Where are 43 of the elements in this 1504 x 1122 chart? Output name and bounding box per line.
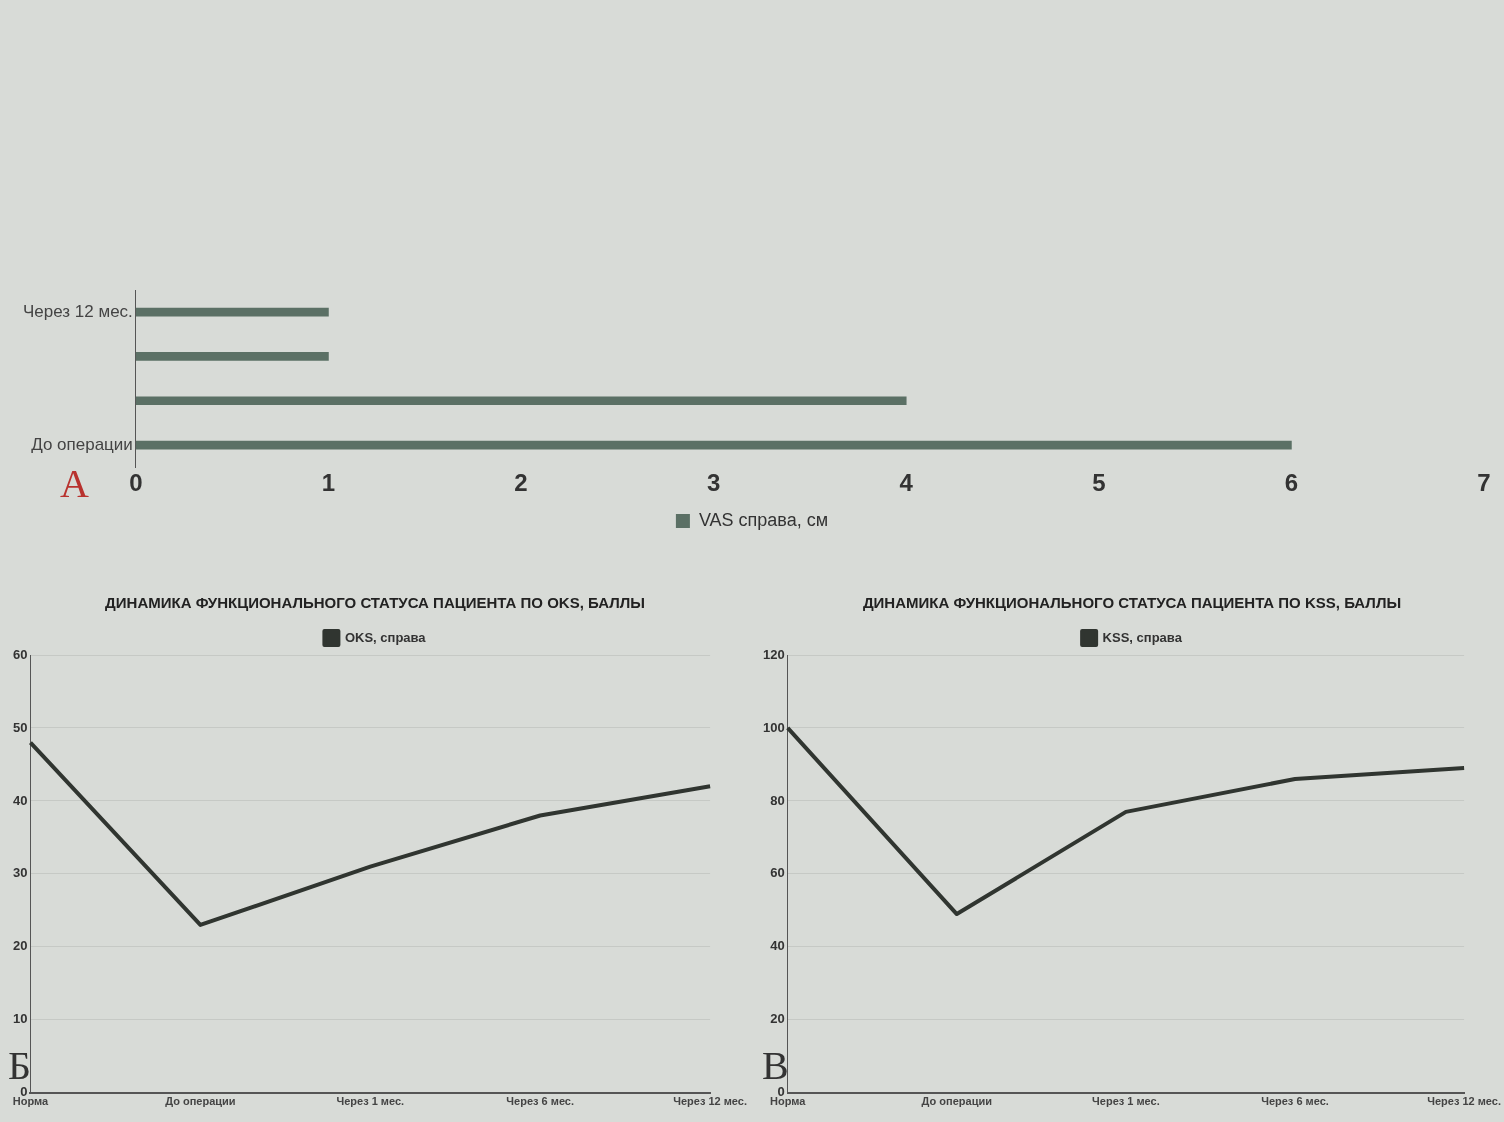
y-tick-label: 20: [12, 938, 28, 954]
y-tick-label: 20: [770, 1011, 785, 1027]
bar: [135, 307, 329, 317]
x-tick-label: До операции: [165, 1095, 236, 1108]
y-tick-label: 50: [12, 719, 28, 735]
x-tick-label: 4: [899, 469, 914, 497]
y-tick-label: 120: [762, 646, 785, 662]
y-tick-label: 40: [770, 938, 785, 954]
legend-label: KSS, справа: [1102, 629, 1183, 645]
x-tick-label: 3: [706, 469, 721, 497]
x-tick-label: 7: [1477, 469, 1491, 497]
y-tick-label: 100: [762, 719, 785, 735]
x-tick-label: Через 1 мес.: [336, 1095, 405, 1108]
x-tick-label: Норма: [770, 1095, 807, 1108]
annotation: В: [762, 1042, 789, 1088]
y-tick-label: 60: [12, 646, 28, 662]
bar: [135, 396, 907, 406]
legend-label: VAS справа, см: [698, 509, 829, 530]
y-tick-label: 10: [12, 1011, 28, 1027]
text: Б: [8, 1042, 31, 1088]
y-tick-label: До операции: [31, 434, 133, 454]
x-tick-label: Через 6 мес.: [1261, 1095, 1329, 1108]
x-tick-label: Норма: [12, 1095, 50, 1108]
x-tick-label: 5: [1092, 469, 1106, 497]
bar: [135, 352, 329, 361]
chart-title: ДИНАМИКА ФУНКЦИОНАЛЬНОГО СТАТУСА ПАЦИЕНТА ПО OKS, БАЛЛЫ: [105, 594, 645, 612]
x-tick-label: 6: [1284, 469, 1299, 497]
x-tick-label: Через 12 мес.: [1427, 1095, 1502, 1108]
y-tick-label: 80: [770, 792, 785, 808]
x-tick-label: 2: [514, 469, 528, 497]
text: А: [60, 460, 89, 507]
y-tick-label: 30: [12, 865, 28, 881]
y-tick-label: Через 12 мес.: [22, 301, 133, 321]
y-tick-label: 60: [770, 865, 785, 881]
x-tick-label: Через 1 мес.: [1092, 1095, 1160, 1108]
x-tick-label: Через 12 мес.: [673, 1095, 748, 1108]
x-tick-label: До операции: [921, 1095, 992, 1108]
chart-title: ДИНАМИКА ФУНКЦИОНАЛЬНОГО СТАТУСА ПАЦИЕНТА ПО KSS, БАЛЛЫ: [862, 594, 1402, 612]
bar: [135, 440, 1292, 450]
legend-label: OKS, справа: [344, 629, 427, 645]
y-tick-label: 40: [12, 792, 28, 808]
x-tick-label: 1: [321, 469, 336, 497]
x-tick-label: Через 6 мес.: [506, 1095, 575, 1108]
